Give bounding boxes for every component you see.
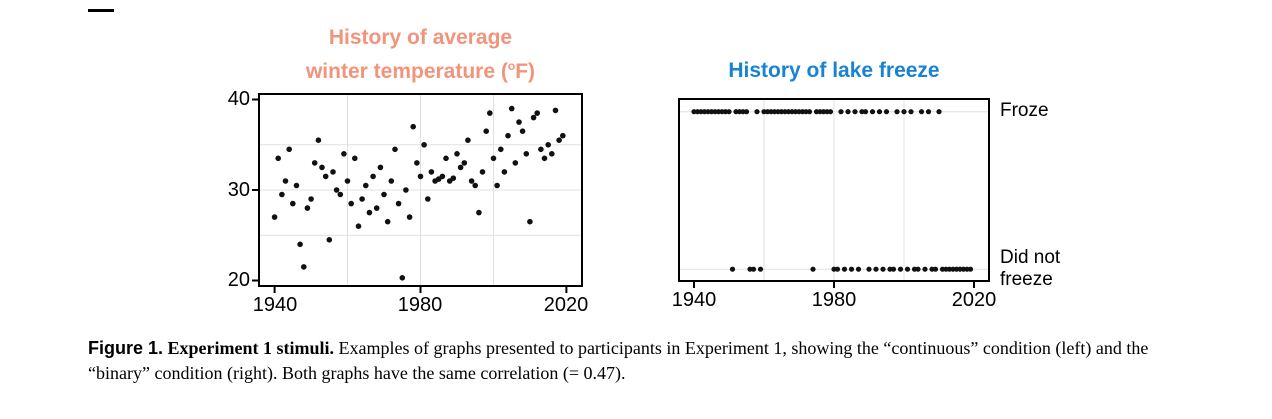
- figure-caption-body: Examples of graphs presented to particip…: [88, 338, 1149, 383]
- x-tick-label-1980: 1980: [811, 289, 857, 311]
- temperature-title-line-2-end: F): [515, 60, 536, 83]
- temperature-title-line-2-text: winter temperature (: [305, 60, 508, 83]
- x-tick-label-1940: 1940: [252, 294, 298, 316]
- x-tick-label-1940: 1940: [671, 289, 717, 311]
- freeze-chart: Froze Did not freeze 1940 1980 2020: [672, 98, 1060, 311]
- x-tick-label-1980: 1980: [397, 294, 443, 316]
- figure-caption-title: Experiment 1 stimuli.: [167, 338, 335, 358]
- figure-caption: Figure 1. Experiment 1 stimuli. Examples…: [88, 336, 1194, 386]
- x-tick-label-2020: 2020: [951, 289, 997, 311]
- y-tick-label-20: 20: [227, 269, 250, 291]
- freeze-scatter-canvas: [680, 100, 988, 288]
- freeze-chart-title: History of lake freeze: [728, 59, 940, 82]
- label-did-not-freeze: Did not freeze: [1000, 247, 1090, 291]
- label-did-not: Did not: [1000, 247, 1061, 268]
- freeze-plot-area: [678, 98, 990, 288]
- y-tick-label-40: 40: [227, 88, 250, 110]
- crop-line: [88, 9, 114, 12]
- temperature-title-line-1: History of average: [328, 26, 513, 49]
- figure-label: Figure 1.: [88, 338, 164, 358]
- label-froze: Froze: [1000, 100, 1049, 121]
- temperature-plot-area: [252, 93, 583, 293]
- temperature-title-line-2: winter temperature (oF): [258, 52, 583, 86]
- temperature-chart: 40 30 20 1940 1980 2020: [228, 88, 589, 316]
- y-tick-label-30: 30: [227, 179, 250, 201]
- x-tick-label-2020: 2020: [543, 294, 589, 316]
- temperature-scatter-canvas: [252, 95, 581, 293]
- label-freeze-word: freeze: [1000, 269, 1053, 290]
- temperature-chart-title: History of average winter temperature (o…: [258, 24, 583, 86]
- degree-superscript: o: [507, 59, 516, 73]
